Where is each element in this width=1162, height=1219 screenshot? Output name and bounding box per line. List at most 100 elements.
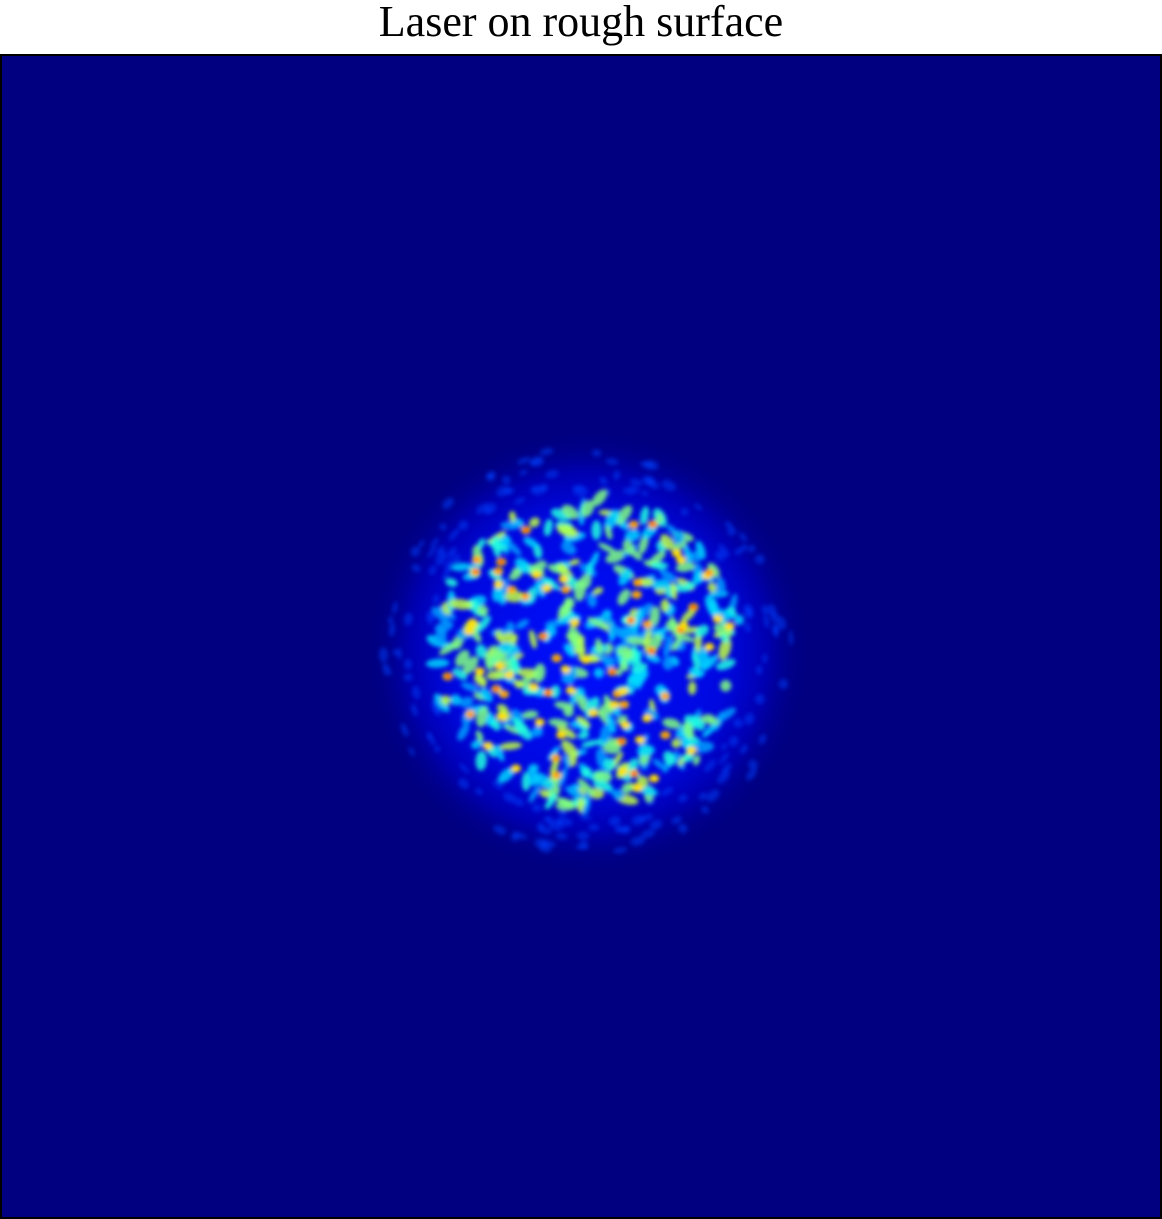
speckle bbox=[771, 624, 779, 635]
speckle bbox=[607, 626, 630, 635]
speckle bbox=[594, 638, 603, 655]
speckle bbox=[581, 739, 600, 748]
speckle bbox=[707, 718, 720, 726]
speckle bbox=[436, 545, 445, 556]
frame bbox=[0, 54, 1162, 1219]
speckle bbox=[740, 744, 748, 754]
speckle bbox=[716, 658, 736, 671]
speckle bbox=[558, 575, 569, 584]
speckle bbox=[675, 562, 695, 573]
speckle bbox=[474, 667, 485, 676]
speckle bbox=[675, 555, 686, 564]
speckle bbox=[715, 577, 726, 596]
speckle bbox=[408, 746, 415, 757]
speckle bbox=[689, 715, 701, 728]
speckle bbox=[660, 534, 675, 551]
speckle bbox=[559, 797, 574, 806]
speckle bbox=[652, 758, 667, 771]
speckle bbox=[541, 584, 552, 593]
speckle bbox=[410, 546, 421, 557]
speckle bbox=[573, 486, 588, 497]
speckle bbox=[724, 622, 735, 631]
speckle bbox=[712, 614, 723, 623]
speckle bbox=[457, 723, 470, 741]
speckle bbox=[672, 529, 685, 544]
speckle bbox=[458, 778, 469, 789]
speckle bbox=[470, 739, 484, 749]
speckle bbox=[459, 763, 469, 774]
speckle bbox=[662, 732, 669, 739]
speckle bbox=[498, 742, 522, 751]
speckle bbox=[634, 606, 643, 630]
speckle bbox=[476, 706, 489, 728]
speckle bbox=[452, 554, 461, 563]
speckle bbox=[706, 789, 720, 802]
speckle bbox=[448, 528, 460, 541]
speckle bbox=[552, 754, 559, 761]
speckle bbox=[761, 605, 769, 615]
speckle bbox=[706, 569, 713, 576]
speckle bbox=[554, 701, 575, 711]
speckle bbox=[569, 618, 580, 627]
speckle bbox=[580, 500, 595, 518]
speckle bbox=[693, 754, 701, 766]
speckle bbox=[614, 505, 633, 525]
speckle bbox=[533, 725, 544, 737]
speckle bbox=[435, 627, 447, 646]
speckle bbox=[618, 687, 629, 696]
speckle bbox=[758, 734, 767, 745]
speckle bbox=[563, 643, 576, 658]
speckle bbox=[460, 682, 480, 692]
speckle bbox=[778, 678, 788, 690]
speckle bbox=[682, 721, 695, 739]
speckle bbox=[660, 598, 670, 613]
speckle bbox=[492, 780, 504, 790]
speckle bbox=[707, 582, 717, 593]
speckle bbox=[556, 730, 567, 739]
speckle bbox=[748, 759, 758, 770]
speckle bbox=[743, 604, 753, 617]
speckle bbox=[560, 665, 571, 674]
speckle bbox=[475, 730, 484, 743]
speckle bbox=[718, 637, 732, 660]
speckle bbox=[392, 601, 398, 615]
speckle bbox=[661, 787, 674, 796]
speckle bbox=[389, 622, 396, 637]
speckle bbox=[498, 558, 505, 565]
speckle bbox=[476, 503, 489, 515]
speckle bbox=[616, 646, 637, 659]
speckle bbox=[510, 764, 521, 773]
speckle bbox=[561, 504, 579, 520]
speckle bbox=[609, 700, 620, 709]
speckle bbox=[603, 694, 614, 714]
speckle bbox=[649, 550, 666, 566]
speckle bbox=[744, 622, 751, 633]
speckle bbox=[788, 630, 794, 646]
speckle bbox=[767, 604, 777, 617]
speckle bbox=[678, 823, 688, 834]
speckle bbox=[473, 556, 480, 563]
speckle bbox=[432, 594, 439, 604]
speckle bbox=[598, 476, 607, 482]
speckle bbox=[577, 730, 590, 740]
speckle bbox=[670, 582, 678, 601]
speckle bbox=[502, 475, 511, 485]
speckle bbox=[628, 674, 641, 690]
speckle bbox=[545, 470, 559, 479]
speckle bbox=[649, 633, 663, 651]
speckle bbox=[467, 711, 474, 718]
speckle bbox=[411, 564, 421, 572]
speckle bbox=[547, 746, 560, 761]
speckle bbox=[521, 710, 539, 719]
speckle bbox=[613, 470, 620, 481]
speckle bbox=[671, 549, 682, 558]
speckle bbox=[512, 831, 528, 840]
speckle bbox=[645, 476, 656, 486]
speckle bbox=[545, 689, 552, 696]
speckle bbox=[683, 544, 692, 565]
speckle bbox=[686, 746, 697, 755]
speckle bbox=[744, 712, 755, 725]
speckle bbox=[756, 665, 763, 675]
speckle bbox=[528, 763, 539, 774]
